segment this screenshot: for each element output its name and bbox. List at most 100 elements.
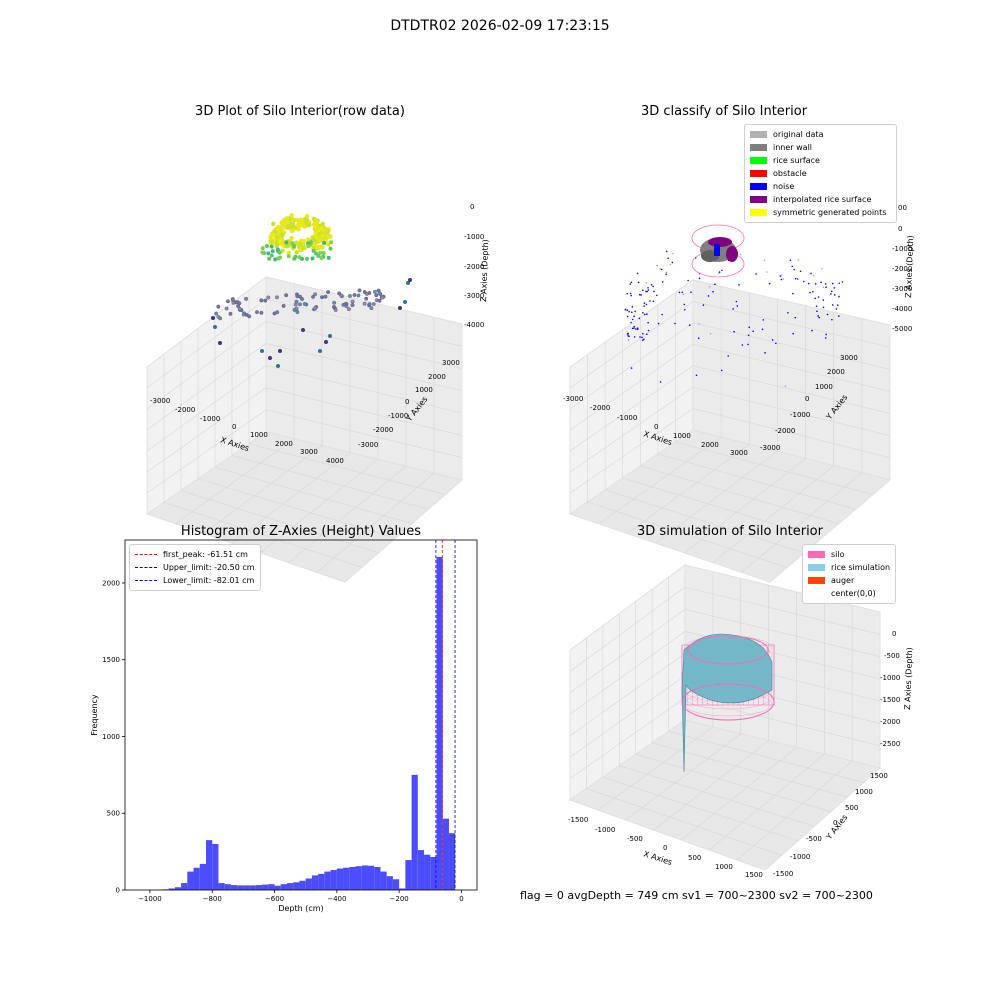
histogram-bar xyxy=(411,774,418,890)
legend-swatch xyxy=(808,577,825,584)
panel2-gridlines xyxy=(569,286,891,573)
p2-ztick: -4000 xyxy=(892,305,912,313)
legend-label: first_peak: -61.51 cm xyxy=(163,550,248,559)
histogram-bar xyxy=(299,880,306,890)
p4-ztick: 0 xyxy=(892,630,896,638)
p1-ytick: 1000 xyxy=(415,386,433,394)
y-tick-label: 1500 xyxy=(102,656,120,664)
histogram-bar xyxy=(367,865,375,890)
histogram-bar xyxy=(311,875,319,890)
status-line: flag = 0 avgDepth = 749 cm sv1 = 700~230… xyxy=(520,889,873,902)
p2-xtick: -2000 xyxy=(590,404,610,412)
p4-xlabel: X Axies xyxy=(642,849,673,867)
legend-label: noise xyxy=(773,182,795,191)
panel2-silo-cluster xyxy=(691,224,745,278)
p1-xtick: 2000 xyxy=(275,440,293,448)
histogram-bar xyxy=(193,867,200,890)
legend-swatch xyxy=(750,183,767,190)
histogram-bar xyxy=(355,866,362,890)
legend-label: center(0,0) xyxy=(831,589,876,598)
legend-swatch xyxy=(750,157,767,164)
legend-label: auger xyxy=(831,576,855,585)
p1-ztick: -1000 xyxy=(464,233,484,241)
p1-ytick: 3000 xyxy=(442,359,460,367)
histogram-bar xyxy=(249,885,256,890)
panel2-x-ticks: -3000 -2000 -1000 0 1000 2000 3000 xyxy=(563,395,748,457)
p4-ztick: -1000 xyxy=(880,674,900,682)
panel4-legend: silo rice simulation auger center(0,0) xyxy=(802,544,897,604)
panel4-x-ticks: -1500 -1000 -500 0 500 1000 1500 xyxy=(568,816,763,879)
histogram-frame xyxy=(124,539,478,891)
legend-item: Lower_limit: -82.01 cm xyxy=(135,574,255,587)
histogram-bar xyxy=(212,843,219,890)
legend-swatch xyxy=(808,590,825,597)
histogram-bar xyxy=(336,868,344,890)
histogram-bar xyxy=(405,860,412,890)
histogram-bar xyxy=(237,885,244,890)
x-tick-label: −400 xyxy=(327,895,346,903)
p2-zlabel: Z Axies (Depth) xyxy=(904,235,915,298)
panel1-title: 3D Plot of Silo Interior(row data) xyxy=(195,104,405,119)
p2-ytick: 3000 xyxy=(840,354,858,362)
panel2-panes xyxy=(568,279,892,583)
legend-label: Lower_limit: -82.01 cm xyxy=(163,576,255,585)
legend-swatch xyxy=(750,144,767,151)
p1-zlabel: Z Axies (Depth) xyxy=(479,239,490,302)
p1-ztick: -4000 xyxy=(464,321,484,329)
figure-title: DTDTR02 2026-02-09 17:23:15 xyxy=(390,18,610,34)
panel4-3d-simulation: -1500 -1000 -500 0 500 1000 1500 X Axies… xyxy=(568,564,914,879)
legend-item: rice surface xyxy=(750,154,891,167)
p1-ztick: -3000 xyxy=(464,292,484,300)
p2-ytick: 0 xyxy=(805,395,809,403)
p4-zlabel: Z Axies (Depth) xyxy=(903,647,914,710)
panel1-points xyxy=(211,213,412,368)
legend-swatch xyxy=(750,196,767,203)
legend-item: silo xyxy=(808,548,890,561)
p1-xtick: 1000 xyxy=(250,431,268,439)
histogram-bar xyxy=(280,884,287,890)
p1-xtick: -2000 xyxy=(175,406,195,414)
p1-xtick: 0 xyxy=(232,423,236,431)
panel1-z-ticks: 0 -1000 -2000 -3000 -4000 xyxy=(464,203,484,329)
histogram-legend: first_peak: -61.51 cm Upper_limit: -20.5… xyxy=(129,544,261,591)
histogram-reference-lines xyxy=(435,540,456,890)
x-tick-label: −600 xyxy=(265,895,284,903)
p1-ytick: -3000 xyxy=(358,441,378,449)
p2-ytick: -1000 xyxy=(790,411,810,419)
legend-item: Upper_limit: -20.50 cm xyxy=(135,561,255,574)
p4-ytick: 500 xyxy=(845,804,858,812)
histogram-bar xyxy=(243,885,250,890)
legend-label: original data xyxy=(773,130,824,139)
p1-xtick: -1000 xyxy=(200,415,220,423)
histogram-bar xyxy=(268,884,275,890)
histogram-bar xyxy=(199,863,206,890)
histogram-bar xyxy=(361,865,368,890)
histogram-bar xyxy=(430,856,437,890)
p2-ztick: -1000 xyxy=(892,245,912,253)
p2-ytick: 1000 xyxy=(815,383,833,391)
histogram-bars xyxy=(156,556,456,890)
p4-xtick: 500 xyxy=(688,854,701,862)
histogram-bar xyxy=(181,883,188,890)
histogram-bar xyxy=(399,888,406,890)
p2-ztick: 00 xyxy=(898,204,907,212)
legend-item: obstacle xyxy=(750,167,891,180)
histogram-bar xyxy=(255,885,263,890)
x-tick-label: −800 xyxy=(203,895,222,903)
legend-line xyxy=(135,567,157,568)
p2-ytick: -2000 xyxy=(775,427,795,435)
histogram-bar xyxy=(442,818,449,890)
histogram-bar xyxy=(343,867,350,890)
p2-ztick: -3000 xyxy=(892,285,912,293)
legend-label: Upper_limit: -20.50 cm xyxy=(163,563,255,572)
legend-label: obstacle xyxy=(773,169,807,178)
panel1-y-ticks: 3000 2000 1000 0 -1000 -2000 -3000 xyxy=(358,359,460,449)
x-tick-label: −1000 xyxy=(138,895,162,903)
p4-ztick: -500 xyxy=(884,652,900,660)
legend-label: rice surface xyxy=(773,156,820,165)
panel3-title: Histogram of Z-Axies (Height) Values xyxy=(180,524,422,539)
p4-xtick: -500 xyxy=(627,835,643,843)
histogram-xlabel: Depth (cm) xyxy=(278,904,323,913)
p1-ytick: -2000 xyxy=(373,426,393,434)
